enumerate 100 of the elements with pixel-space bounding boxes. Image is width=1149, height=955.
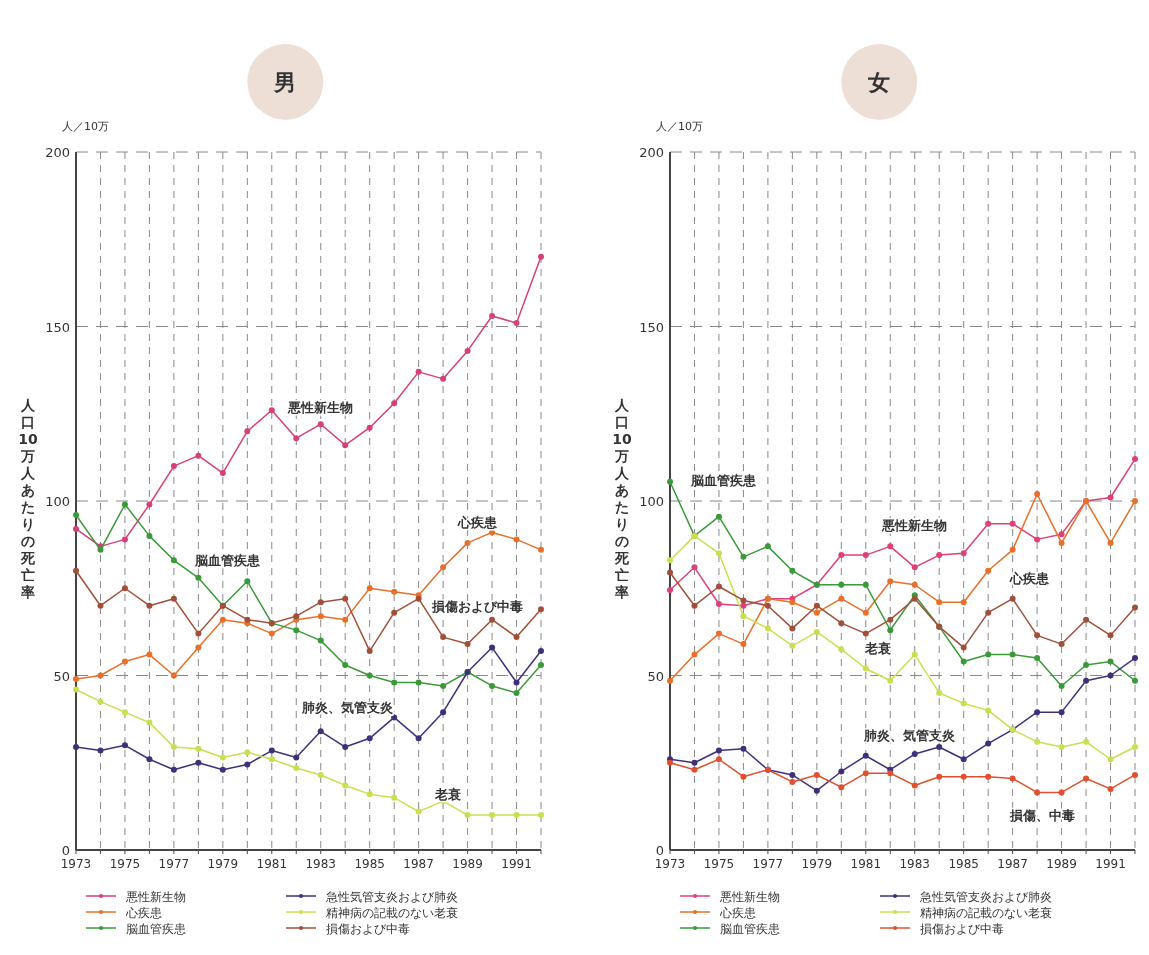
annotation: 損傷および中毒 [430, 598, 523, 614]
point [538, 812, 544, 819]
point [1034, 491, 1041, 498]
point [513, 536, 520, 543]
point [1058, 709, 1065, 716]
point [1009, 520, 1016, 527]
point [667, 478, 673, 485]
point [862, 770, 869, 777]
point [740, 773, 747, 780]
point [985, 740, 992, 747]
point [936, 773, 943, 780]
point [538, 606, 544, 613]
point [789, 567, 796, 574]
point [415, 808, 422, 815]
chart-title: 男 [273, 70, 297, 95]
point [1034, 655, 1041, 662]
y-tick-label: 150 [45, 319, 70, 335]
point [538, 253, 544, 260]
x-tick-label: 1987 [403, 857, 434, 871]
legend-label: 損傷および中毒 [920, 922, 1004, 936]
x-tick-label: 1981 [256, 857, 288, 871]
point [440, 709, 447, 716]
point [415, 679, 422, 686]
point [415, 368, 422, 375]
point [1132, 498, 1138, 504]
point [513, 320, 520, 327]
legend-label: 急性気管支炎および肺炎 [919, 890, 1052, 904]
point [887, 578, 894, 585]
point [789, 642, 796, 649]
point [366, 672, 373, 679]
point [489, 682, 496, 689]
annotation: 心疾患 [456, 514, 498, 530]
point [464, 347, 471, 354]
point [1107, 785, 1114, 792]
point [985, 773, 992, 780]
point [146, 501, 153, 508]
point [936, 599, 943, 606]
text: 人／10万 [656, 120, 703, 133]
point [513, 634, 520, 641]
point [293, 754, 300, 761]
x-tick-label: 1987 [997, 857, 1028, 871]
legend-label: 精神病の記載のない老衰 [326, 906, 458, 920]
x-tick-label: 1989 [1046, 857, 1077, 871]
annotation: 脳血管疾患 [194, 553, 262, 569]
point [244, 578, 251, 585]
point [838, 646, 845, 653]
point [317, 421, 324, 428]
point [838, 784, 845, 791]
point [1058, 539, 1065, 546]
point [1107, 756, 1114, 763]
point [366, 735, 373, 742]
point [1009, 775, 1016, 782]
point [789, 778, 796, 785]
point [415, 735, 422, 742]
point [170, 766, 177, 773]
y-tick-label: 100 [45, 494, 70, 509]
point [489, 644, 496, 651]
point [391, 588, 398, 595]
point [293, 764, 300, 771]
x-tick-label: 1979 [801, 857, 833, 871]
x-tick-label: 1983 [899, 857, 931, 871]
point [73, 744, 79, 751]
chart-title: 女 [867, 70, 891, 95]
point [789, 599, 796, 606]
x-tick-label: 1973 [654, 857, 686, 871]
point [73, 686, 79, 693]
point [244, 616, 251, 623]
point [391, 609, 398, 616]
point [960, 773, 967, 780]
point [911, 751, 918, 758]
point [317, 771, 324, 778]
x-tick-label: 1979 [207, 857, 239, 871]
point [342, 744, 349, 751]
point [293, 435, 300, 442]
point [1058, 789, 1065, 796]
point [489, 313, 496, 320]
point [715, 600, 722, 607]
point [317, 637, 324, 644]
point [715, 583, 722, 590]
y-tick-label: 0 [61, 843, 70, 858]
legend-label: 心疾患 [125, 906, 162, 920]
point [146, 756, 153, 763]
point [838, 768, 845, 775]
annotation: 損傷、中毒 [1008, 808, 1075, 824]
point [1083, 738, 1090, 745]
point [538, 662, 544, 669]
text: 人口10万人あたりの死亡率 [612, 397, 632, 601]
point [489, 616, 496, 623]
point [1009, 595, 1016, 602]
x-tick-label: 1975 [703, 857, 735, 871]
point [146, 602, 153, 609]
point [1083, 662, 1090, 669]
point [960, 550, 967, 557]
y-tick-label: 0 [655, 843, 664, 858]
point [73, 525, 79, 532]
point [960, 700, 967, 707]
point [1083, 616, 1090, 623]
point [1034, 738, 1041, 745]
point [715, 756, 722, 763]
x-tick-label: 1981 [850, 857, 882, 871]
